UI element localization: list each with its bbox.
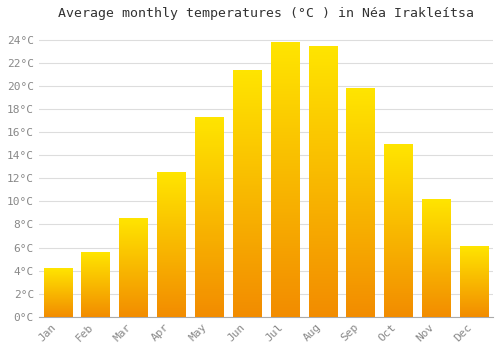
Title: Average monthly temperatures (°C ) in Néa Irakleítsa: Average monthly temperatures (°C ) in Né… — [58, 7, 474, 20]
